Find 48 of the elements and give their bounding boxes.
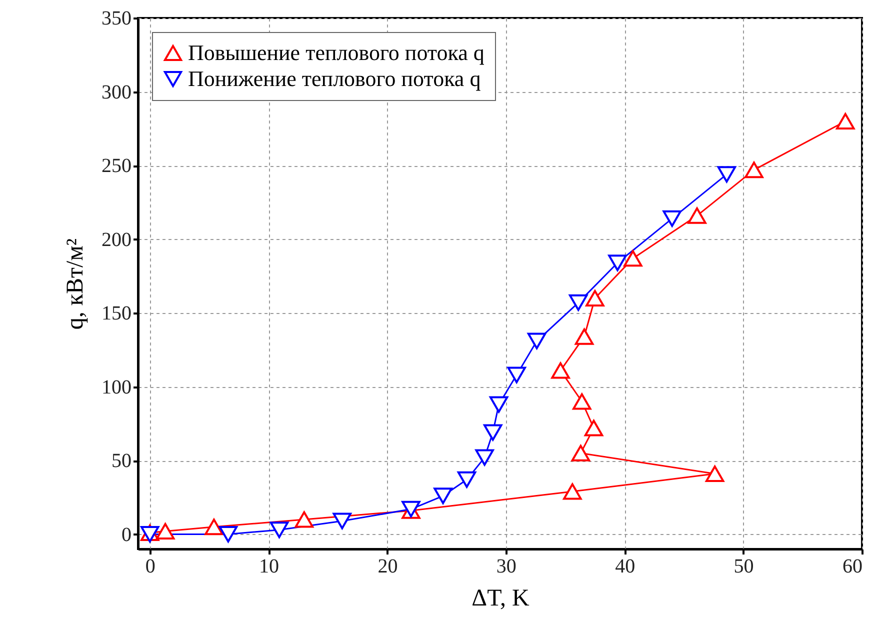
point [270,522,289,538]
y-tick-label: 300 [102,81,132,104]
point [294,511,314,528]
point [624,250,642,267]
point [705,466,724,482]
point [489,396,508,413]
point [608,254,627,272]
x-tick-label: 50 [734,556,754,578]
point [717,166,736,183]
y-tick-label: 50 [112,450,132,472]
point [563,483,582,500]
point [551,362,570,379]
point [836,113,855,130]
point [204,518,224,536]
point [475,449,494,466]
x-axis-title: ΔT, K [472,586,530,612]
point [662,210,682,227]
legend-label: Понижение теплового потока q [188,66,481,91]
y-tick-label: 250 [102,155,132,177]
point [572,393,592,410]
y-axis-title: q, кВт/м² [62,238,88,330]
y-tick-label: 150 [102,302,132,324]
point [571,444,590,462]
y-tick-label: 100 [102,376,132,398]
point [434,488,452,504]
x-tick-label: 20 [378,556,398,578]
point [507,366,526,384]
point [218,526,238,542]
point [586,290,604,306]
point [584,420,604,436]
point [527,332,546,350]
y-tick-label: 0 [122,524,132,546]
x-tick-label: 10 [259,556,280,578]
point [688,207,706,224]
point [332,512,352,530]
point [574,328,594,345]
point [744,162,764,178]
x-tick-label: 0 [145,556,156,578]
legend-label: Повышение теплового потока q [188,40,484,65]
point [156,523,175,540]
x-tick-label: 30 [496,556,516,578]
point [568,294,588,311]
point [484,424,502,441]
y-tick-label: 200 [102,228,132,251]
point [457,471,476,488]
x-tick-label: 40 [615,556,636,578]
x-tick-label: 60 [842,556,862,578]
y-tick-label: 350 [102,8,132,30]
